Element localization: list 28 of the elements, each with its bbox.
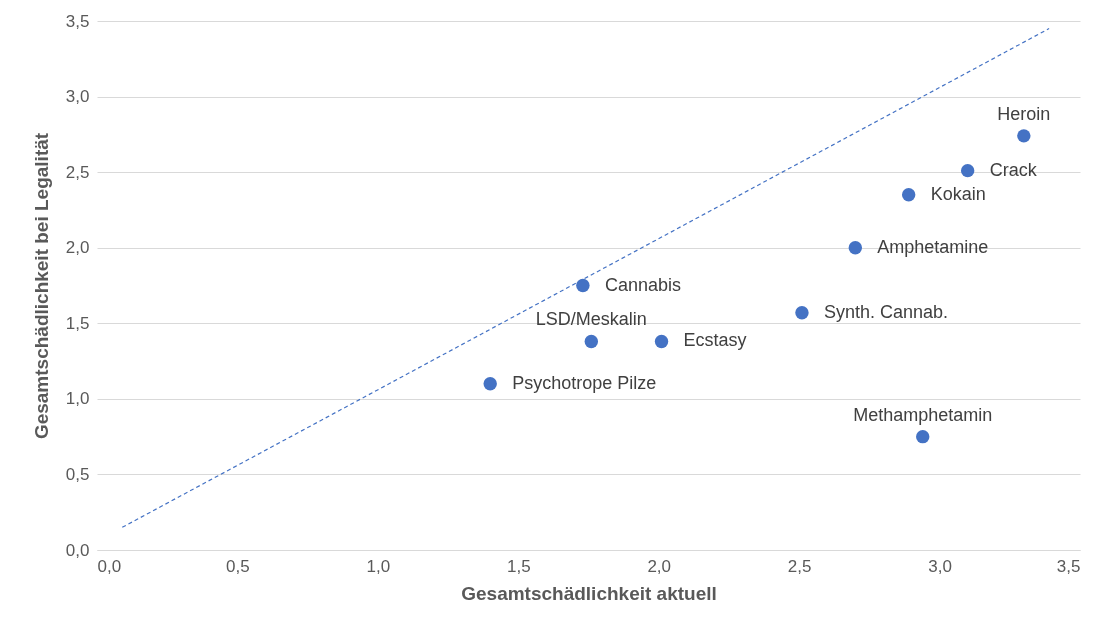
annotation: Cannabis	[604, 274, 681, 295]
x-tick-label: 1,0	[366, 556, 391, 576]
y-tick-label: 1,5	[65, 313, 90, 333]
y-tick-label: 3,5	[65, 11, 90, 31]
x-tick-label: 3,5	[1056, 556, 1081, 576]
annotation: Kokain	[930, 183, 986, 204]
annotation: Crack	[989, 159, 1038, 180]
y-tick-label: 3,0	[65, 87, 90, 107]
x-tick-label: 0,0	[97, 556, 122, 576]
y-tick-label: 2,0	[65, 238, 90, 258]
annotation: Psychotrope Pilze	[512, 372, 657, 393]
x-tick-label: 1,5	[506, 556, 531, 576]
x-tick-label: 0,5	[226, 556, 250, 576]
annotation: Amphetamine	[877, 236, 989, 257]
x-tick-label: 2,5	[787, 556, 812, 576]
y-tick-label: 2,5	[65, 162, 90, 182]
annotation: Methamphetamin	[853, 404, 993, 425]
x-axis-title: Gesamtschädlichkeit aktuell	[461, 582, 717, 604]
y-tick-label: 0,0	[65, 540, 90, 560]
annotation: LSD/Meskalin	[535, 309, 647, 330]
x-tick-label: 2,0	[647, 556, 672, 576]
annotation: Synth. Cannab.	[823, 301, 949, 322]
x-tick-label: 3,0	[928, 556, 952, 576]
annotation: Ecstasy	[683, 330, 747, 351]
y-tick-label: 0,5	[65, 464, 90, 484]
y-axis-title: Gesamtschädlichkeit bei Legalität	[30, 132, 52, 440]
annotation: Heroin	[997, 103, 1051, 124]
y-tick-label: 1,0	[65, 389, 90, 409]
